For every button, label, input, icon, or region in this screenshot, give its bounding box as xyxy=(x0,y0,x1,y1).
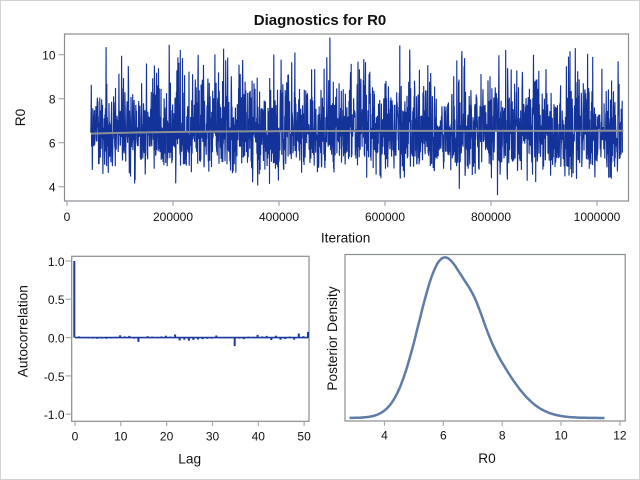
svg-text:600000: 600000 xyxy=(365,210,405,224)
svg-text:Posterior Density: Posterior Density xyxy=(325,286,340,390)
svg-text:0.5: 0.5 xyxy=(48,293,65,307)
svg-text:Diagnostics for R0: Diagnostics for R0 xyxy=(254,12,387,29)
svg-text:R0: R0 xyxy=(478,451,496,466)
svg-text:Autocorrelation: Autocorrelation xyxy=(16,285,31,377)
svg-text:-1.0: -1.0 xyxy=(44,408,65,422)
svg-text:40: 40 xyxy=(252,430,266,444)
svg-text:6: 6 xyxy=(440,429,447,443)
svg-text:6: 6 xyxy=(49,137,56,151)
svg-text:200000: 200000 xyxy=(153,210,193,224)
svg-text:8: 8 xyxy=(49,93,56,107)
svg-text:10: 10 xyxy=(114,430,128,444)
svg-text:8: 8 xyxy=(499,429,506,443)
svg-text:0.0: 0.0 xyxy=(48,332,65,346)
svg-text:4: 4 xyxy=(49,181,56,195)
svg-text:400000: 400000 xyxy=(259,210,299,224)
svg-text:0: 0 xyxy=(72,430,79,444)
svg-text:20: 20 xyxy=(160,430,174,444)
svg-text:12: 12 xyxy=(613,429,627,443)
svg-text:Lag: Lag xyxy=(178,452,201,467)
svg-text:-0.5: -0.5 xyxy=(44,370,65,384)
svg-text:0: 0 xyxy=(64,210,71,224)
svg-text:Iteration: Iteration xyxy=(321,231,370,246)
svg-text:R0: R0 xyxy=(13,108,28,126)
svg-text:50: 50 xyxy=(297,430,311,444)
svg-text:800000: 800000 xyxy=(471,210,511,224)
svg-text:1.0: 1.0 xyxy=(48,255,65,269)
svg-text:10: 10 xyxy=(554,429,568,443)
svg-text:30: 30 xyxy=(206,430,220,444)
svg-text:10: 10 xyxy=(42,49,56,63)
svg-text:4: 4 xyxy=(381,429,388,443)
svg-text:1000000: 1000000 xyxy=(574,210,621,224)
